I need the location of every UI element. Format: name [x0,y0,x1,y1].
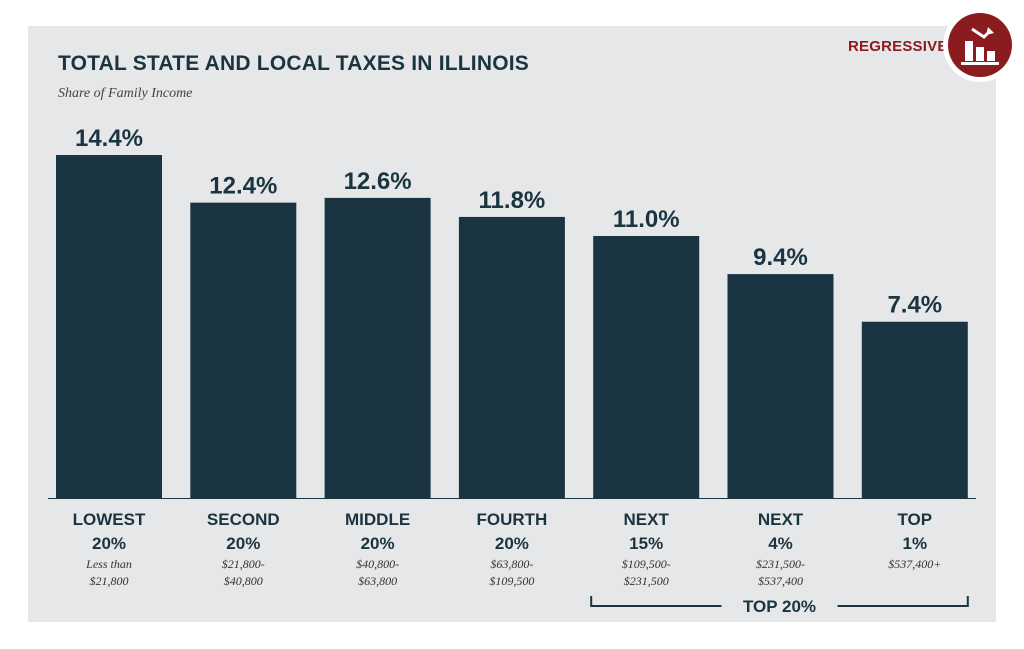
income-range-label: $63,800- [490,557,533,571]
income-range-label: $40,800- [356,557,399,571]
income-range-label: $537,400+ [888,557,941,571]
income-range-label: Less than [85,557,132,571]
category-percent-label: 4% [768,534,793,553]
income-range-label: $109,500- [622,557,671,571]
bar [190,202,297,498]
category-percent-label: 20% [92,534,126,553]
bar-value-label: 12.4% [209,173,277,200]
regressive-chart-icon [961,27,999,65]
category-label: NEXT [758,510,804,529]
category-label: MIDDLE [345,510,410,529]
bar [861,321,968,498]
bar [727,274,834,498]
category-percent-label: 20% [495,534,529,553]
chart-title: TOTAL STATE AND LOCAL TAXES IN ILLINOIS [58,52,529,75]
category-label: TOP [897,510,932,529]
group-bracket [590,596,722,607]
category-label: FOURTH [476,510,547,529]
group-bracket [837,596,969,607]
bar-value-label: 9.4% [753,244,808,271]
bar [593,235,700,498]
bar [324,197,431,498]
bar [56,155,162,498]
category-percent-label: 15% [629,534,663,553]
category-percent-label: 1% [903,534,928,553]
bar-value-label: 14.4% [75,125,143,152]
category-percent-label: 20% [361,534,395,553]
category-percent-label: 20% [226,534,260,553]
income-range-label: $40,800 [224,574,263,588]
bar [458,216,565,499]
bar-value-label: 11.8% [479,187,546,214]
category-label: SECOND [207,510,280,529]
income-range-label: $109,500 [489,574,534,588]
regressive-badge [943,8,1017,82]
category-label: NEXT [624,510,670,529]
regressive-label: REGRESSIVE [848,38,948,55]
group-label: TOP 20% [743,597,816,616]
bar-value-label: 7.4% [887,292,942,319]
income-range-label: $21,800 [90,574,129,588]
income-range-label: $63,800 [358,574,397,588]
chart-subtitle: Share of Family Income [58,86,193,101]
category-label: LOWEST [73,510,146,529]
bar-value-label: 11.0% [613,206,680,233]
income-range-label: $231,500- [756,557,805,571]
income-range-label: $21,800- [222,557,265,571]
income-range-label: $231,500 [624,574,669,588]
income-range-label: $537,400 [758,574,803,588]
bar-value-label: 12.6% [344,168,412,195]
